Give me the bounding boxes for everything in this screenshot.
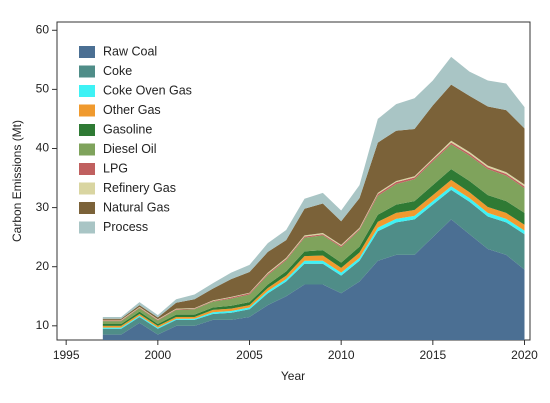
legend-swatch [79, 163, 95, 175]
legend-swatch [79, 124, 95, 136]
x-tick-label: 1995 [53, 348, 80, 362]
area [102, 189, 525, 335]
x-tick-label: 2015 [419, 348, 446, 362]
x-tick-label: 2005 [236, 348, 263, 362]
legend-swatch [79, 143, 95, 156]
legend-swatch [79, 104, 95, 117]
legend-swatch [79, 85, 95, 97]
legend-label: Natural Gas [103, 200, 170, 214]
y-tick-label: 30 [36, 200, 50, 214]
legend-swatch [79, 65, 95, 78]
legend-label: Other Gas [103, 103, 161, 117]
legend-label: Gasoline [103, 122, 152, 136]
legend-label: Coke [103, 64, 132, 78]
legend-swatch [79, 202, 95, 214]
y-tick-label: 60 [36, 22, 50, 36]
area [102, 84, 525, 320]
y-axis-label: Carbon Emissions (Mt) [10, 120, 24, 242]
y-tick-label: 50 [36, 82, 50, 96]
x-tick-label: 2000 [144, 348, 171, 362]
y-tick-label: 10 [36, 318, 50, 332]
legend-swatch [79, 221, 95, 234]
x-tick-label: 2020 [511, 348, 538, 362]
legend-label: Refinery Gas [103, 181, 176, 195]
legend-label: Raw Coal [103, 44, 157, 58]
legend-swatch [79, 182, 95, 195]
x-axis-label: Year [281, 369, 305, 383]
area [102, 219, 525, 340]
legend-label: LPG [103, 161, 128, 175]
legend-label: Coke Oven Gas [103, 83, 192, 97]
y-tick-label: 40 [36, 141, 50, 155]
legend-label: Diesel Oil [103, 142, 157, 156]
x-tick-label: 2010 [328, 348, 355, 362]
area [102, 144, 525, 325]
area [102, 56, 525, 319]
legend-swatch [79, 46, 95, 58]
y-tick-label: 20 [36, 259, 50, 273]
legend-label: Process [103, 220, 148, 234]
